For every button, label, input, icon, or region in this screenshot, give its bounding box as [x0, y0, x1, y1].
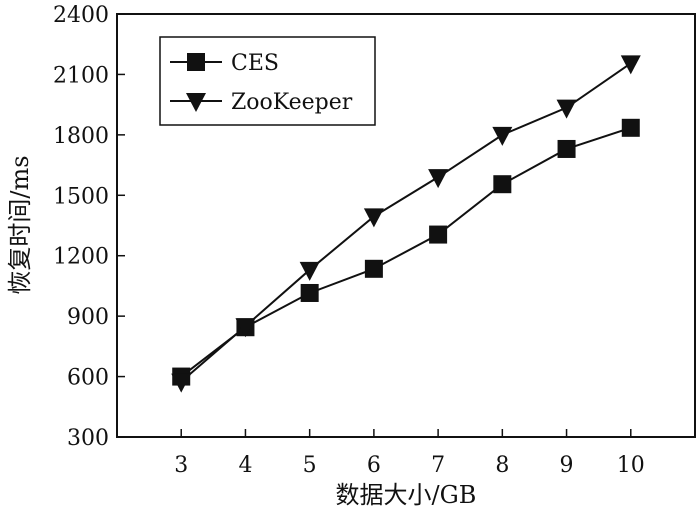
data-point-ces [364, 259, 383, 278]
data-point-ces [429, 225, 448, 244]
x-tick-label: 4 [238, 453, 252, 478]
y-tick-label: 600 [67, 366, 109, 391]
x-tick-label: 9 [560, 453, 574, 478]
data-point-zookeeper [171, 373, 192, 393]
data-point-zookeeper [363, 208, 384, 228]
y-tick-label: 2400 [53, 3, 109, 28]
legend-label-zookeeper: ZooKeeper [231, 90, 353, 115]
data-point-ces [493, 175, 512, 194]
x-tick-label: 3 [174, 453, 188, 478]
legend-label-ces: CES [231, 51, 279, 76]
x-tick-label: 7 [431, 453, 445, 478]
x-axis-label: 数据大小/GB [336, 481, 477, 509]
data-point-zookeeper [620, 55, 641, 75]
data-point-zookeeper [492, 126, 513, 146]
data-point-zookeeper [299, 261, 320, 281]
data-point-zookeeper [235, 318, 256, 338]
data-point-ces [557, 139, 576, 158]
y-tick-label: 1500 [53, 184, 109, 209]
data-point-zookeeper [428, 169, 449, 189]
y-axis-label: 恢复时间/ms [6, 155, 34, 294]
data-point-zookeeper [556, 99, 577, 119]
y-axis: 300 600 900 1200 1500 1800 2100 2400 [53, 3, 125, 451]
x-axis: 3 4 5 6 7 8 9 10 [174, 429, 645, 478]
legend: CES ZooKeeper [159, 36, 376, 126]
x-tick-label: 5 [303, 453, 317, 478]
data-point-ces [300, 283, 319, 302]
y-tick-label: 1800 [53, 124, 109, 149]
plot-area-frame [116, 13, 696, 438]
data-point-ces [621, 118, 640, 137]
series-line-ces [180, 126, 632, 378]
legend-marker-ces [187, 53, 205, 71]
legend-marker-zookeeper [186, 93, 206, 112]
x-tick-label: 8 [495, 453, 509, 478]
series-lines [180, 62, 632, 383]
series-markers [171, 55, 641, 393]
y-tick-label: 300 [67, 426, 109, 451]
x-tick-label: 6 [367, 453, 381, 478]
series-line-zookeeper [180, 62, 632, 383]
y-tick-label: 900 [67, 305, 109, 330]
x-tick-label: 10 [617, 453, 645, 478]
y-tick-label: 2100 [53, 63, 109, 88]
y-tick-label: 1200 [53, 245, 109, 270]
